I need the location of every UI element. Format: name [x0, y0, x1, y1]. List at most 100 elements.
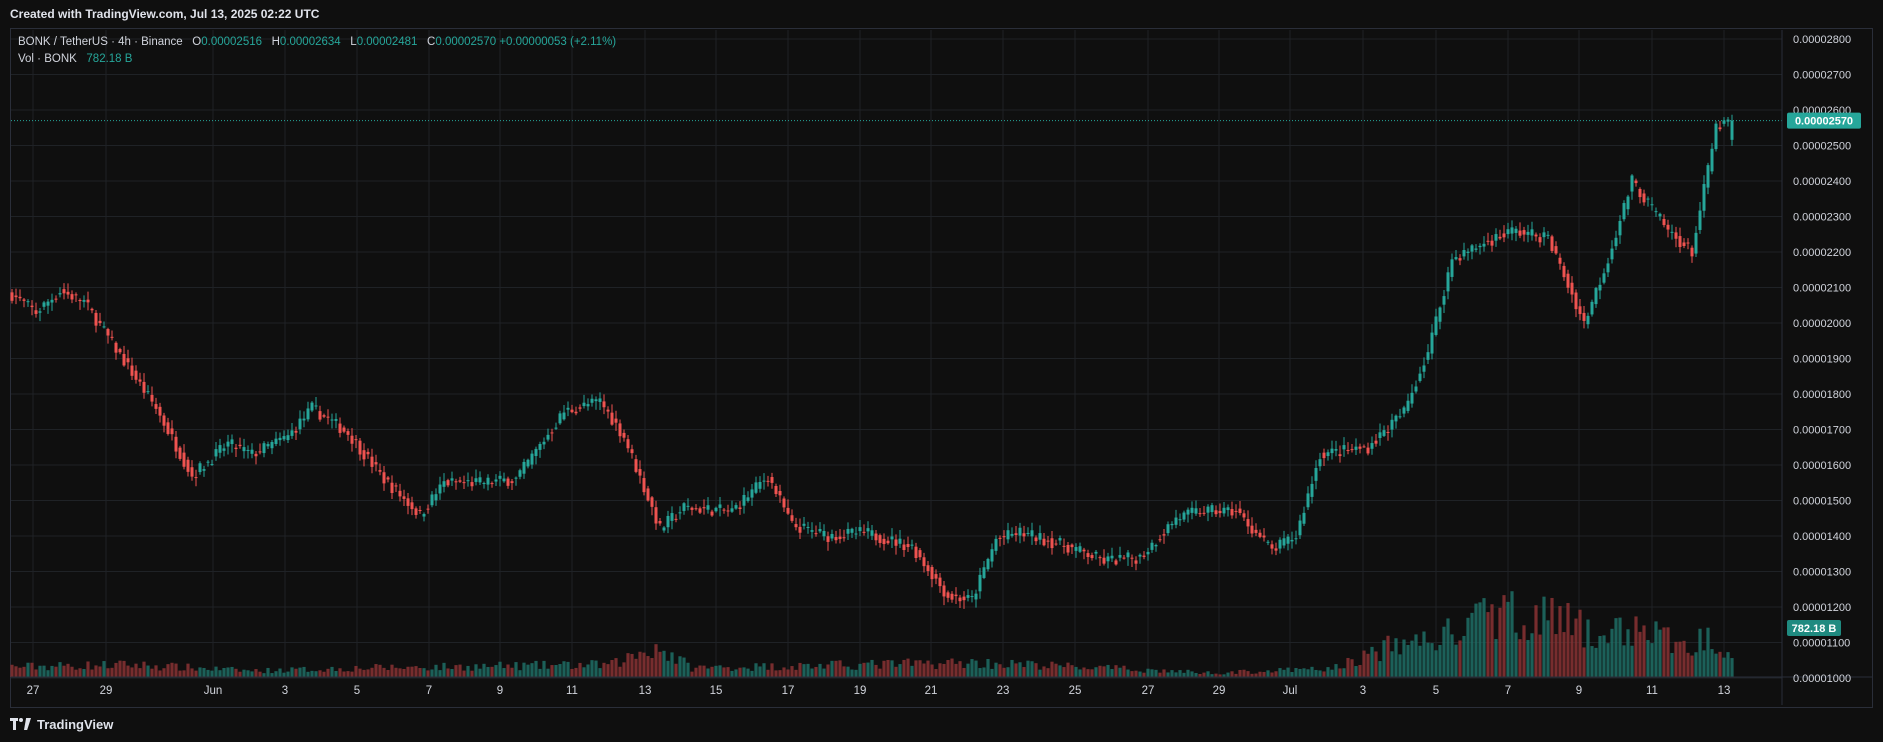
volume-bar — [810, 668, 814, 677]
candle-body — [1466, 251, 1470, 253]
volume-bar — [1286, 667, 1290, 677]
candle-body — [126, 358, 130, 363]
candle-body — [790, 515, 794, 521]
candle-body — [782, 498, 786, 508]
volume-bar — [1370, 646, 1374, 677]
candle-body — [342, 427, 346, 432]
candle-body — [1362, 446, 1366, 448]
volume-bar — [514, 662, 518, 677]
volume-bar — [922, 663, 926, 677]
volume-bar — [386, 669, 390, 677]
candle-body — [926, 565, 930, 571]
candle-body — [226, 441, 230, 447]
volume-bar — [1586, 619, 1590, 677]
volume-bar — [694, 667, 698, 677]
candle-body — [38, 311, 42, 313]
volume-bar — [882, 660, 886, 677]
volume-bar — [806, 663, 810, 677]
volume-bar — [1486, 612, 1490, 677]
candle-body — [406, 498, 410, 506]
volume-bar — [950, 658, 954, 677]
candle-body — [1106, 556, 1110, 562]
candle-body — [1590, 301, 1594, 315]
volume-bar — [10, 664, 14, 677]
volume-bar — [42, 665, 46, 677]
candle-body — [1150, 542, 1154, 550]
volume-bar — [1390, 651, 1394, 677]
candle-body — [510, 481, 514, 484]
chart-pane[interactable] — [10, 28, 1873, 708]
candle-body — [1690, 247, 1694, 257]
volume-bar — [1078, 669, 1082, 677]
candle-body — [70, 294, 74, 300]
volume-bar — [214, 666, 218, 677]
volume-bar — [1094, 667, 1098, 677]
candle-body — [1410, 392, 1414, 404]
volume-bar — [290, 667, 294, 677]
candle-body — [1658, 213, 1662, 217]
volume-bar — [210, 670, 214, 677]
volume-bar — [1246, 671, 1250, 677]
volume-bar — [426, 670, 430, 677]
volume-bar — [1410, 640, 1414, 677]
high-label: H — [271, 36, 280, 48]
volume-bar — [378, 664, 382, 677]
volume-bar — [1046, 668, 1050, 677]
candle-body — [1454, 257, 1458, 260]
volume-bar — [1494, 639, 1498, 677]
volume-bar — [994, 662, 998, 677]
candle-body — [1682, 242, 1686, 247]
time-tick-label: 5 — [1433, 685, 1439, 697]
volume-bar — [390, 664, 394, 677]
candle-body — [1046, 540, 1050, 542]
candle-body — [1166, 524, 1170, 534]
time-tick-label: 21 — [925, 685, 938, 697]
candle-body — [1358, 446, 1362, 449]
candle-body — [450, 478, 454, 481]
volume-bar — [626, 653, 630, 677]
volume-bar — [206, 669, 210, 677]
volume-bar — [1562, 632, 1566, 677]
volume-bar — [1242, 669, 1246, 677]
candle-body — [1146, 551, 1150, 555]
candle-body — [1062, 545, 1066, 547]
volume-bar — [1154, 669, 1158, 677]
candle-body — [26, 301, 30, 303]
volume-bar — [682, 657, 686, 677]
candle-body — [338, 423, 342, 433]
candle-body — [1282, 538, 1286, 546]
volume-bar — [582, 667, 586, 677]
volume-bar — [478, 668, 482, 677]
candle-body — [1490, 240, 1494, 246]
candle-body — [906, 544, 910, 548]
volume-bar — [270, 673, 274, 677]
candle-body — [1178, 519, 1182, 521]
volume-bar — [258, 671, 262, 677]
volume-bar — [1618, 617, 1622, 677]
volume-bar — [990, 668, 994, 677]
volume-bar — [1098, 665, 1102, 677]
volume-bar — [1442, 626, 1446, 677]
volume-bar — [1610, 628, 1614, 677]
candle-body — [446, 480, 450, 486]
price-tick-label: 0.00001300 — [1793, 567, 1851, 579]
volume-bar — [1082, 667, 1086, 677]
candle-body — [1550, 236, 1554, 251]
volume-bar — [1034, 663, 1038, 677]
candle-body — [1110, 555, 1114, 559]
candle-body — [538, 444, 542, 450]
volume-bar — [982, 667, 986, 677]
volume-bar — [450, 668, 454, 677]
candle-body — [774, 485, 778, 495]
candle-body — [1602, 273, 1606, 283]
candle-body — [1434, 316, 1438, 335]
volume-bar — [1582, 647, 1586, 677]
candle-body — [326, 416, 330, 418]
symbol-title[interactable]: BONK / TetherUS · 4h · Binance — [18, 36, 183, 48]
candle-body — [1238, 508, 1242, 513]
volume-bar — [674, 663, 678, 677]
volume-label[interactable]: Vol · BONK — [18, 53, 77, 65]
volume-bar — [898, 664, 902, 677]
volume-bar — [654, 644, 658, 677]
